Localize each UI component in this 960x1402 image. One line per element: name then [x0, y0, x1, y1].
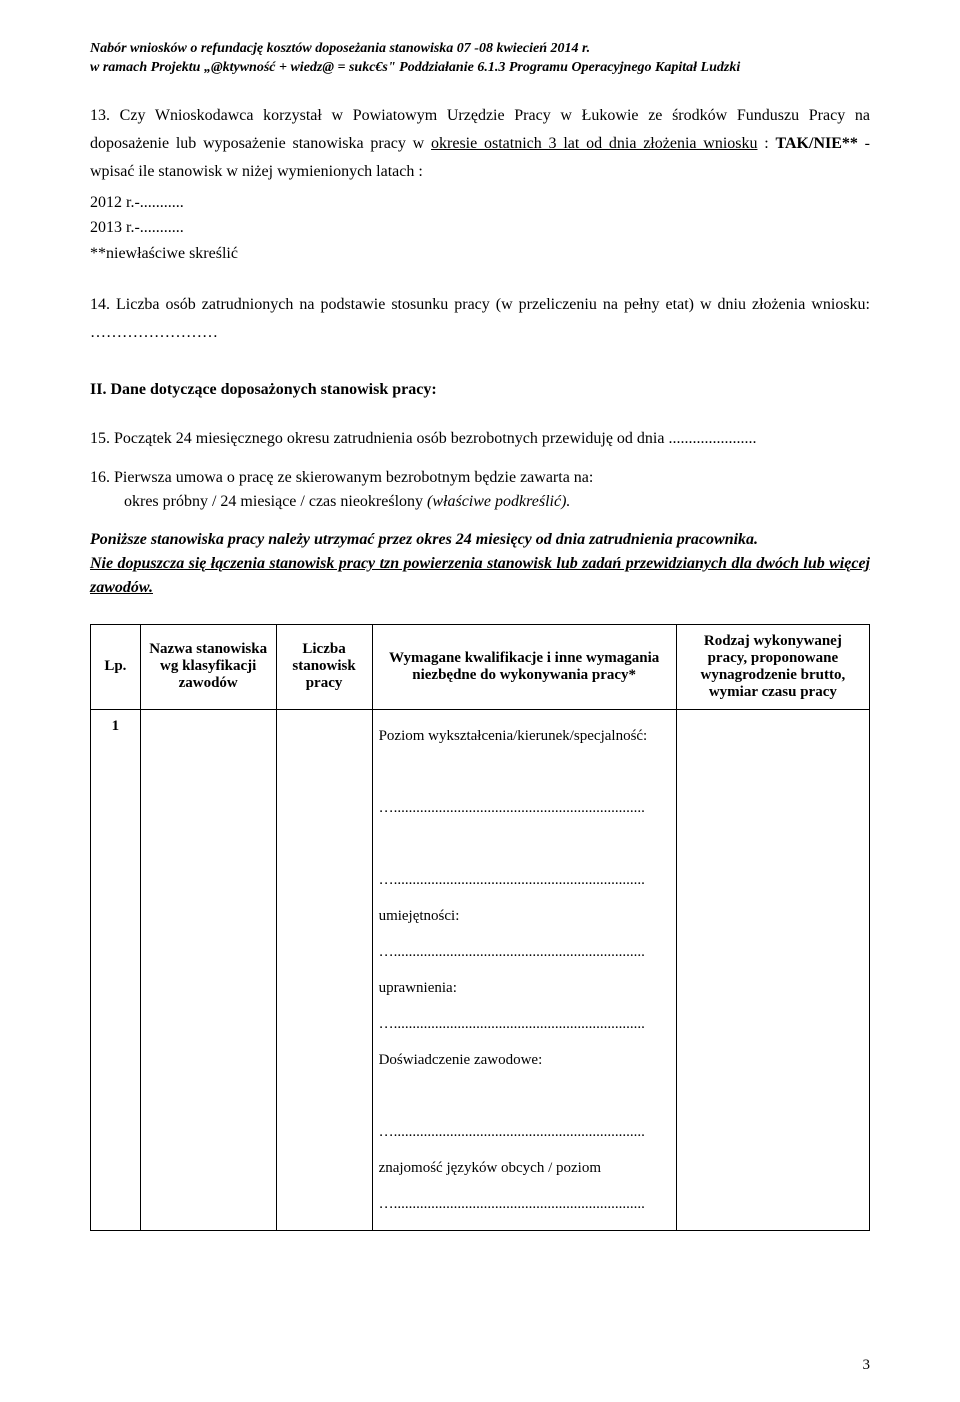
year-2013: 2013 r.-........... [90, 215, 870, 241]
p13-bold: TAK/NIE** [776, 135, 858, 152]
cell-lp: 1 [91, 709, 141, 1230]
paragraph-14: 14. Liczba osób zatrudnionych na podstaw… [90, 291, 870, 347]
year-2012: 2012 r.-........... [90, 190, 870, 216]
req-jezyki-label: znajomość języków obcych / poziom [379, 1150, 670, 1186]
page-number: 3 [863, 1357, 871, 1374]
header-line-1: Nabór wniosków o refundację kosztów dopo… [90, 40, 870, 59]
cell-rodzaj [676, 709, 869, 1230]
p16-line1: 16. Pierwsza umowa o pracę ze skierowany… [90, 466, 870, 490]
req-uprawnienia-label: uprawnienia: [379, 970, 670, 1006]
footnote-skreslic: **niewłaściwe skreślić [90, 241, 870, 267]
req-umiejetnosci-label: umiejętności: [379, 898, 670, 934]
th-liczba: Liczba stanowisk pracy [276, 624, 372, 709]
cell-nazwa [140, 709, 276, 1230]
paragraph-16: 16. Pierwsza umowa o pracę ze skierowany… [90, 466, 870, 514]
table-row: 1 Poziom wykształcenia/kierunek/specjaln… [91, 709, 870, 1230]
th-nazwa: Nazwa stanowiska wg klasyfikacji zawodów [140, 624, 276, 709]
req-dots: ….......................................… [379, 1114, 670, 1150]
req-doswiadczenie-label: Doświadczenie zawodowe: [379, 1042, 670, 1078]
req-dots: ….......................................… [379, 1006, 670, 1042]
req-dots: ….......................................… [379, 934, 670, 970]
p13-text-mid: : [758, 135, 776, 152]
th-rodzaj: Rodzaj wykonywanej pracy, proponowane wy… [676, 624, 869, 709]
req-dots: ….......................................… [379, 1186, 670, 1222]
p16-line2-plain: okres próbny / 24 miesiące / czas nieokr… [124, 493, 427, 510]
req-poziom-label: Poziom wykształcenia/kierunek/specjalnoś… [379, 718, 670, 754]
p13-underline: okresie ostatnich 3 lat od dnia złożenia… [431, 135, 757, 152]
warning-block: Poniższe stanowiska pracy należy utrzyma… [90, 528, 870, 600]
req-dots: ….......................................… [379, 862, 670, 898]
th-lp: Lp. [91, 624, 141, 709]
stanowiska-table: Lp. Nazwa stanowiska wg klasyfikacji zaw… [90, 624, 870, 1231]
paragraph-13: 13. Czy Wnioskodawca korzystał w Powiato… [90, 102, 870, 186]
p16-line2-ital: (właściwe podkreślić). [427, 493, 570, 510]
cell-liczba [276, 709, 372, 1230]
warning-line1: Poniższe stanowiska pracy należy utrzyma… [90, 528, 870, 552]
header-line-2: w ramach Projektu „@ktywność + wiedz@ = … [90, 59, 870, 78]
req-dots: ….......................................… [379, 790, 670, 826]
paragraph-15: 15. Początek 24 miesięcznego okresu zatr… [90, 425, 870, 452]
cell-wymagania: Poziom wykształcenia/kierunek/specjalnoś… [372, 709, 676, 1230]
th-wymagania: Wymagane kwalifikacje i inne wymagania n… [372, 624, 676, 709]
warning-line2: Nie dopuszcza się łączenia stanowisk pra… [90, 555, 870, 596]
section-ii-title: II. Dane dotyczące doposażonych stanowis… [90, 381, 870, 399]
